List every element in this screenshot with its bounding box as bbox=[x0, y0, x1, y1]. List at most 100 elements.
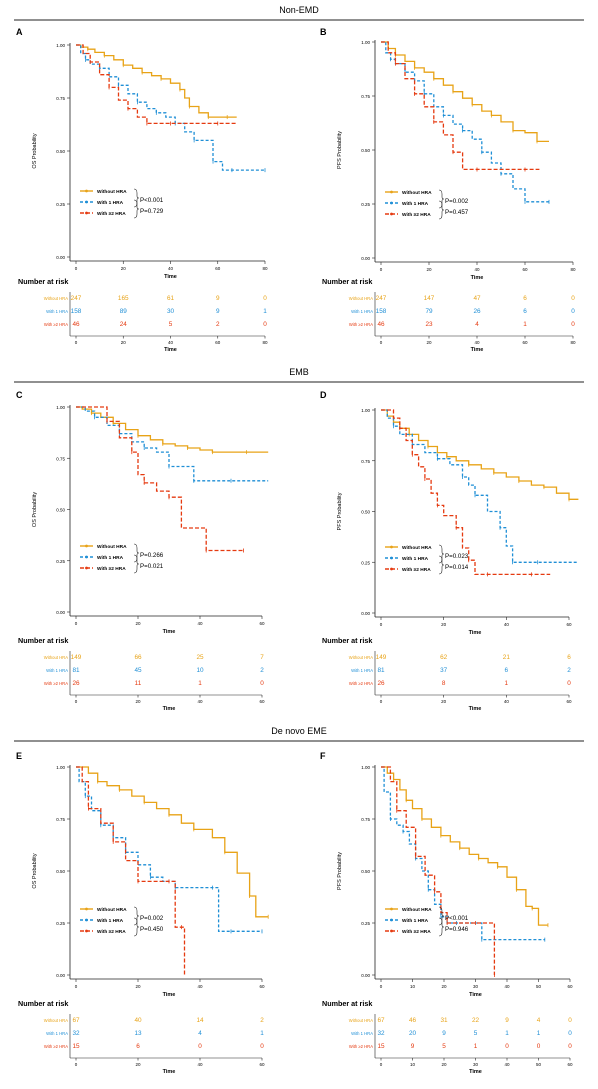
risk-row-label: With ≥2 HRA bbox=[44, 322, 68, 327]
legend: Without HRA With 1 HRA With ≥2 HRA P=0.002 P… bbox=[385, 189, 469, 220]
y-tick-label: 0.25 bbox=[56, 921, 65, 926]
x-tick-label: 80 bbox=[570, 267, 576, 272]
legend-label: With ≥2 HRA bbox=[97, 566, 126, 572]
x-tick-label: 20 bbox=[121, 266, 127, 271]
legend-label: Without HRA bbox=[97, 907, 127, 913]
legend-marker bbox=[390, 201, 393, 205]
legend-marker bbox=[390, 545, 393, 549]
risk-value: 0 bbox=[263, 321, 267, 328]
risk-row-label: Without HRA bbox=[349, 655, 373, 660]
legend: Without HRA With 1 HRA With ≥2 HRA P<0.001 P… bbox=[80, 188, 164, 219]
y-tick-label: 1.00 bbox=[361, 765, 370, 770]
x-axis-label: Time bbox=[163, 992, 176, 998]
legend-marker bbox=[85, 907, 88, 911]
x-tick-label: 0 bbox=[380, 984, 383, 989]
section-header-emb: EMB bbox=[14, 367, 584, 383]
legend-label: Without HRA bbox=[402, 545, 432, 551]
y-tick-label: 0.00 bbox=[361, 973, 370, 978]
risk-x-tick-label: 40 bbox=[197, 1062, 203, 1067]
legend-marker bbox=[390, 929, 393, 933]
y-tick-label: 0.50 bbox=[361, 148, 370, 153]
risk-value: 0 bbox=[537, 1043, 541, 1050]
series-line-3 bbox=[381, 409, 551, 576]
legend-marker bbox=[390, 556, 393, 560]
risk-value: 81 bbox=[72, 667, 80, 674]
risk-x-axis-label: Time bbox=[163, 1069, 176, 1075]
risk-value: 165 bbox=[118, 295, 129, 302]
panel-letter: D bbox=[320, 390, 327, 400]
risk-value: 40 bbox=[134, 1017, 142, 1024]
risk-x-tick-label: 40 bbox=[504, 1062, 510, 1067]
x-tick-label: 10 bbox=[410, 984, 416, 989]
x-tick-label: 60 bbox=[215, 266, 221, 271]
risk-table-heading: Number at risk bbox=[322, 636, 372, 645]
y-tick-label: 0.25 bbox=[361, 560, 370, 565]
y-tick-label: 0.50 bbox=[56, 149, 65, 154]
risk-value: 37 bbox=[440, 667, 448, 674]
risk-value: 5 bbox=[169, 321, 173, 328]
risk-row-label: With 1 HRA bbox=[351, 1031, 373, 1036]
risk-value: 81 bbox=[377, 667, 385, 674]
risk-value: 0 bbox=[568, 1043, 572, 1050]
risk-x-tick-label: 20 bbox=[135, 699, 141, 704]
y-tick-label: 0.25 bbox=[361, 921, 370, 926]
p-value-1: P=0.002 bbox=[140, 915, 164, 922]
y-tick-label: 0.25 bbox=[56, 559, 65, 564]
risk-row-label: With 1 HRA bbox=[46, 668, 68, 673]
risk-value: 46 bbox=[72, 321, 80, 328]
risk-x-tick-label: 10 bbox=[410, 1062, 416, 1067]
x-tick-label: 20 bbox=[135, 984, 141, 989]
risk-row-label: Without HRA bbox=[44, 296, 68, 301]
x-tick-label: 20 bbox=[441, 984, 447, 989]
risk-x-tick-label: 20 bbox=[121, 340, 127, 345]
risk-table-heading: Number at risk bbox=[18, 277, 68, 286]
series-line-2 bbox=[381, 409, 579, 563]
risk-value: 9 bbox=[505, 1017, 509, 1024]
risk-x-tick-label: 0 bbox=[380, 340, 383, 345]
risk-x-axis-label: Time bbox=[471, 347, 484, 353]
x-tick-label: 20 bbox=[426, 267, 432, 272]
p-value-1: P=0.002 bbox=[445, 198, 469, 205]
risk-value: 1 bbox=[198, 680, 202, 687]
risk-value: 2 bbox=[216, 321, 220, 328]
series-line-3 bbox=[76, 766, 186, 975]
p-value-2: P=0.729 bbox=[140, 208, 164, 215]
x-tick-label: 40 bbox=[474, 267, 480, 272]
risk-value: 5 bbox=[442, 1043, 446, 1050]
section-title: EMB bbox=[289, 367, 309, 377]
risk-table: Number at risk Without HRA 149 66 25 7 With 1 … bbox=[18, 636, 265, 712]
x-tick-label: 0 bbox=[75, 984, 78, 989]
risk-row-label: Without HRA bbox=[44, 655, 68, 660]
x-tick-label: 20 bbox=[135, 621, 141, 626]
x-tick-label: 0 bbox=[75, 621, 78, 626]
risk-row-label: With ≥2 HRA bbox=[349, 1044, 373, 1049]
y-axis-label: PFS Probability bbox=[337, 492, 343, 530]
x-tick-label: 0 bbox=[380, 267, 383, 272]
p-value-2: P=0.021 bbox=[140, 563, 164, 570]
risk-value: 0 bbox=[571, 295, 575, 302]
risk-value: 26 bbox=[473, 308, 481, 315]
x-tick-label: 60 bbox=[566, 622, 572, 627]
p-value-2: P=0.450 bbox=[140, 926, 164, 933]
legend: Without HRA With 1 HRA With ≥2 HRA P=0.002 P… bbox=[80, 906, 164, 937]
risk-x-axis-label: Time bbox=[469, 1069, 482, 1075]
series-line-3 bbox=[76, 406, 244, 552]
risk-row-label: With ≥2 HRA bbox=[44, 1044, 68, 1049]
risk-value: 4 bbox=[537, 1017, 541, 1024]
pvalue-brace bbox=[133, 543, 140, 563]
risk-value: 147 bbox=[424, 295, 435, 302]
risk-value: 14 bbox=[196, 1017, 204, 1024]
risk-x-tick-label: 60 bbox=[215, 340, 221, 345]
risk-table-heading: Number at risk bbox=[18, 999, 68, 1008]
panel-letter: B bbox=[320, 27, 327, 37]
legend-label: With 1 HRA bbox=[97, 918, 124, 924]
y-tick-label: 0.25 bbox=[56, 202, 65, 207]
x-axis-label: Time bbox=[469, 630, 482, 636]
risk-value: 0 bbox=[198, 1043, 202, 1050]
y-tick-label: 0.25 bbox=[361, 202, 370, 207]
risk-x-tick-label: 40 bbox=[474, 340, 480, 345]
x-tick-label: 40 bbox=[504, 984, 510, 989]
y-tick-label: 0.75 bbox=[56, 817, 65, 822]
